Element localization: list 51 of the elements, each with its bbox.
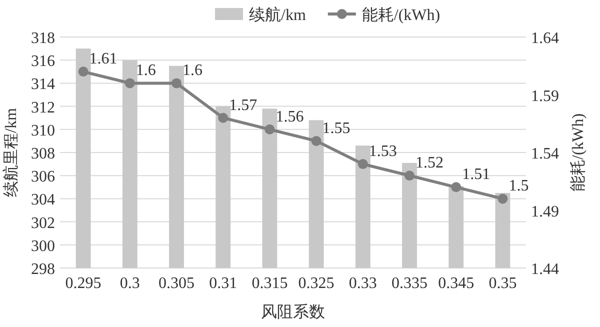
legend-label: 能耗/(kWh) (362, 6, 440, 24)
point (404, 170, 414, 181)
point (78, 66, 88, 77)
y2-axis-title: 能耗/(kWh) (569, 113, 587, 192)
x-tick-label: 0.335 (392, 275, 428, 292)
data-label: 1.5 (508, 178, 529, 195)
y-tick-label: 314 (31, 76, 55, 94)
y-tick-label: 308 (31, 146, 55, 162)
y-tick-label: 298 (31, 261, 55, 278)
data-label: 1.51 (462, 166, 490, 184)
point (311, 136, 322, 146)
legend-label: 续航/km (249, 6, 306, 24)
data-label: 1.53 (368, 143, 397, 160)
x-tick-label: 0.31 (209, 275, 238, 292)
y-tick-label: 316 (31, 53, 55, 70)
y2-tick-label: 1.44 (531, 261, 559, 278)
point (451, 182, 462, 192)
x-tick-label: 0.33 (348, 275, 377, 292)
y-tick-label: 302 (31, 214, 55, 232)
x-tick-label: 0.3 (120, 275, 140, 292)
data-label: 1.55 (322, 120, 350, 137)
x-tick-label: 0.295 (65, 275, 102, 292)
y2-tick-label: 1.54 (531, 146, 559, 162)
data-label: 1.6 (182, 62, 202, 80)
x-tick-label: 0.315 (252, 275, 288, 292)
point (358, 159, 368, 170)
x-axis-title: 风阻系数 (261, 303, 325, 321)
x-tick-label: 0.35 (488, 275, 517, 292)
y-tick-label: 300 (31, 238, 55, 255)
x-tick-label: 0.325 (298, 275, 334, 292)
x-tick-label: 0.305 (158, 275, 194, 292)
x-tick-label: 0.345 (438, 275, 474, 292)
point (124, 78, 135, 88)
y2-tick-label: 1.64 (531, 30, 559, 47)
point (264, 124, 275, 134)
data-label: 1.61 (89, 50, 118, 68)
y-tick-label: 312 (31, 99, 55, 116)
data-label: 1.56 (276, 108, 304, 126)
y2-tick-label: 1.49 (531, 203, 559, 220)
data-label: 1.6 (136, 62, 156, 80)
data-label: 1.52 (416, 154, 444, 172)
y-axis-title: 续航里程/km (2, 108, 20, 197)
data-label: 1.57 (229, 96, 258, 114)
point (172, 78, 182, 88)
point (218, 112, 228, 123)
y-tick-label: 318 (31, 30, 55, 47)
y-tick-label: 306 (31, 168, 55, 186)
y-tick-label: 304 (31, 192, 55, 209)
y2-tick-label: 1.59 (531, 88, 559, 105)
y-tick-label: 310 (31, 122, 55, 140)
point (498, 194, 508, 204)
